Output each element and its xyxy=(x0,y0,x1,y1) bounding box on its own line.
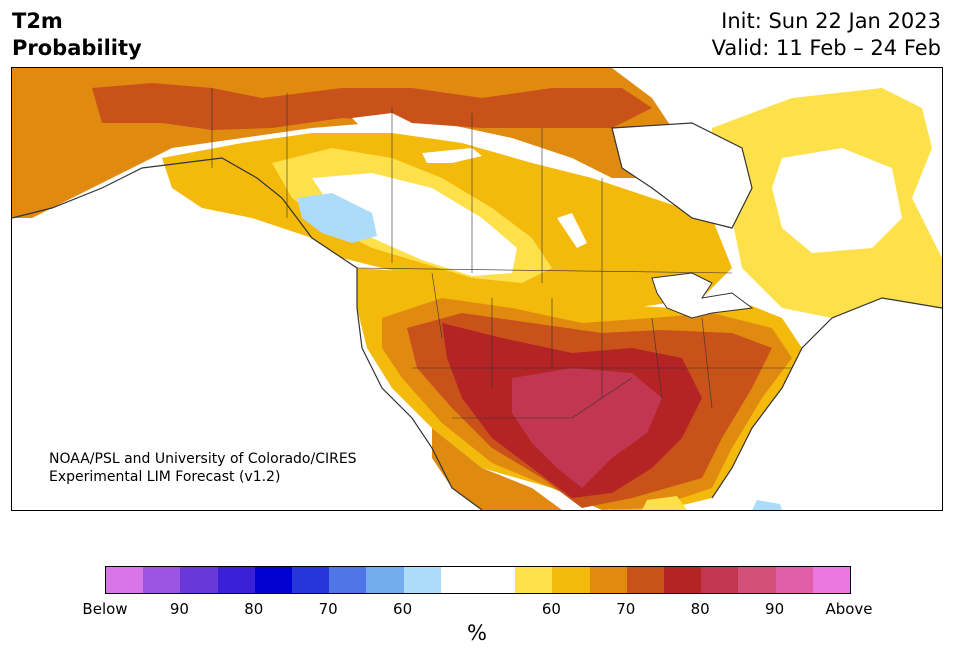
colorbar-tick-label: 70 xyxy=(616,600,636,618)
colorbar-cell xyxy=(366,567,404,593)
title-kind: Probability xyxy=(12,36,142,60)
colorbar-cell xyxy=(180,567,218,593)
colorbar-tick-label: Below xyxy=(82,600,128,618)
colorbar-cell xyxy=(478,567,516,593)
credit-line-1: NOAA/PSL and University of Colorado/CIRE… xyxy=(49,451,357,467)
colorbar-cell xyxy=(292,567,330,593)
colorbar-tick-label: 80 xyxy=(244,600,264,618)
colorbar-tick-label: 70 xyxy=(318,600,338,618)
region-usa-crimson xyxy=(512,368,662,488)
credit-text: NOAA/PSL and University of Colorado/CIRE… xyxy=(49,450,357,486)
lake-great-bear xyxy=(352,113,412,130)
political-borders xyxy=(211,88,792,419)
lake-winnipeg xyxy=(557,213,587,248)
lake-great-slave xyxy=(422,148,482,163)
colorbar-cell xyxy=(515,567,553,593)
colorbar-cell xyxy=(738,567,776,593)
colorbar-cell xyxy=(589,567,627,593)
forecast-dates: Init: Sun 22 Jan 2023 Valid: 11 Feb – 24… xyxy=(712,8,941,62)
colorbar-tick-label: 90 xyxy=(765,600,785,618)
region-cool-bc xyxy=(297,193,377,243)
colorbar-units: % xyxy=(467,621,487,645)
colorbar-cell xyxy=(403,567,441,593)
colorbar-cell xyxy=(329,567,367,593)
region-cuba-cool xyxy=(752,500,782,510)
map-canvas xyxy=(12,68,942,510)
colorbar-cell xyxy=(664,567,702,593)
colorbar-cell xyxy=(812,567,851,593)
region-mexico xyxy=(432,428,562,510)
title-variable: T2m xyxy=(12,9,63,33)
great-lakes xyxy=(651,272,754,319)
colorbar-cell xyxy=(254,567,293,593)
colorbar-tick-label: Above xyxy=(825,600,873,618)
colorbar-cell xyxy=(106,567,144,593)
valid-dates: Valid: 11 Feb – 24 Feb xyxy=(711,36,941,60)
region-hudson-bay xyxy=(612,123,752,228)
map-title: T2m Probability xyxy=(12,8,142,62)
colorbar-cell xyxy=(552,567,590,593)
region-neutral-canada xyxy=(312,173,517,276)
colorbar-cell xyxy=(217,567,255,593)
credit-line-2: Experimental LIM Forecast (v1.2) xyxy=(49,469,281,485)
region-quebec-neutral xyxy=(772,148,902,253)
colorbar-tick-label: 90 xyxy=(169,600,189,618)
colorbar-cell xyxy=(626,567,665,593)
colorbar-tick-label: 60 xyxy=(541,600,561,618)
colorbar-cell xyxy=(143,567,181,593)
colorbar-cell xyxy=(701,567,739,593)
region-caribbean xyxy=(642,496,687,510)
region-arctic xyxy=(92,83,652,130)
init-date: Init: Sun 22 Jan 2023 xyxy=(721,9,941,33)
colorbar xyxy=(105,566,851,594)
colorbar-tick-label: 60 xyxy=(393,600,413,618)
colorbar-cell xyxy=(775,567,813,593)
colorbar-tick-label: 80 xyxy=(690,600,710,618)
colorbar-cell xyxy=(440,567,479,593)
probability-map xyxy=(11,67,943,511)
